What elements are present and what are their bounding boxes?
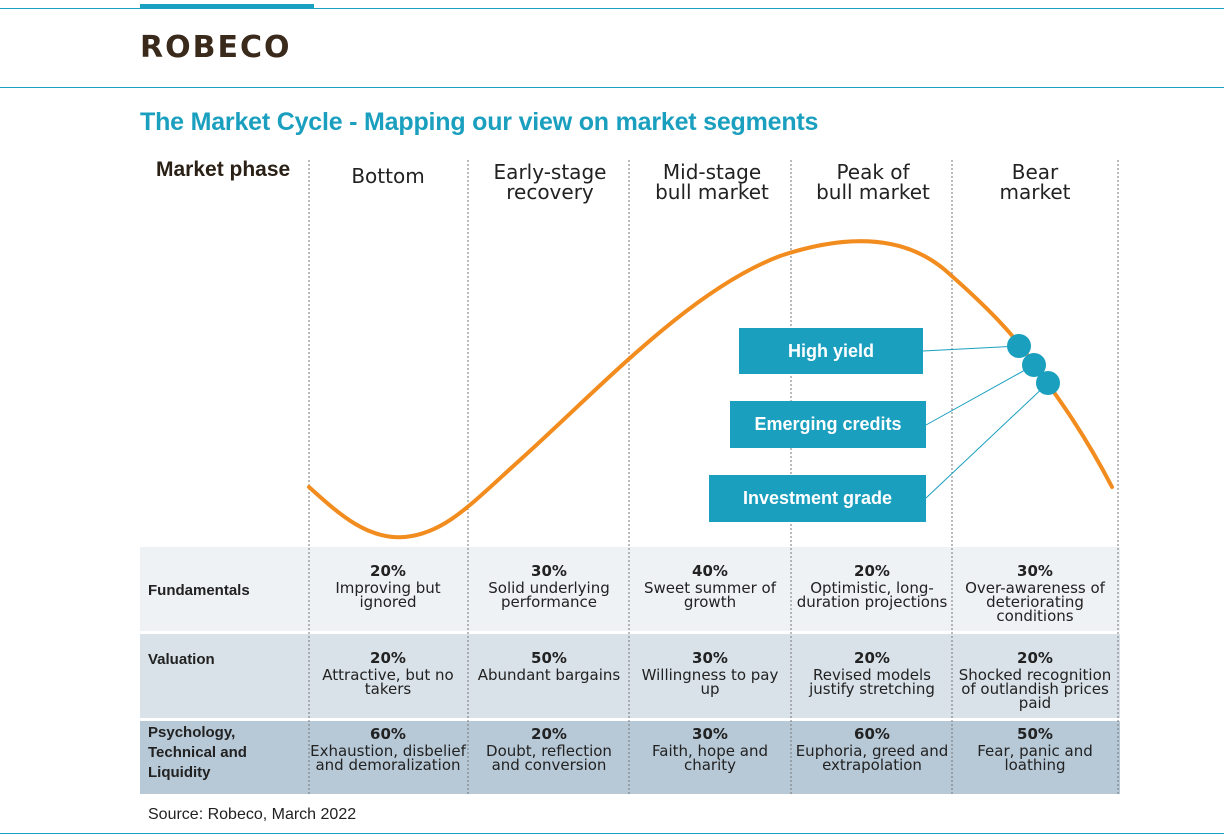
fundamentals-cell-early: 30% Solid underlying performance [488,562,610,611]
investment-grade-box: Investment grade [709,475,926,522]
psychology-cell-bottom: 60% Exhaustion, disbelief and demoralizat… [310,725,466,774]
emerging-credits-marker [1022,353,1046,377]
fundamentals-row-bg [140,547,1120,631]
fundamentals-cell-peak: 20% Optimistic, long-duration projections [796,562,948,611]
valuation-cell-early: 50% Abundant bargains [477,649,621,684]
investment-grade-marker [1036,371,1060,395]
robeco-logo: ROBECO [140,30,292,65]
valuation-cell-bear: 20% Shocked recognition of outlandish pri… [958,649,1112,712]
source-note: Source: Robeco, March 2022 [148,806,357,823]
phase-header-early-stage: Early-stage recovery [493,160,607,204]
emerging-credits-box: Emerging credits [730,401,926,448]
fundamentals-cell-bear: 30% Over-awareness of deteriorating condi… [965,562,1105,625]
high-yield-marker [1007,334,1031,358]
phase-header-bear: Bear market [999,160,1071,204]
fundamentals-cell-bottom: 20% Improving but ignored [335,562,441,611]
connector-investment-grade [925,382,1049,499]
row-label-psychology: Psychology, Technical and Liquidity [148,724,247,781]
psychology-cell-bear: 50% Fear, panic and loathing [977,725,1093,774]
top-rule [0,8,1224,9]
segment-connectors [922,345,1049,499]
psychology-cell-peak: 60% Euphoria, greed and extrapolation [795,725,949,774]
fundamentals-cell-mid: 40% Sweet summer of growth [643,562,777,611]
valuation-cell-mid: 30% Willingness to pay up [641,649,779,698]
slide-title: The Market Cycle - Mapping our view on m… [140,108,819,136]
psychology-cell-early: 20% Doubt, reflection and conversion [486,725,612,774]
row-label-valuation: Valuation [148,651,215,668]
phase-header-mid-stage: Mid-stage bull market [655,160,769,204]
valuation-row-bg [140,634,1120,718]
market-phase-label: Market phase [156,158,291,181]
top-accent-bar [140,4,314,9]
phase-header-bottom: Bottom [351,164,425,188]
valuation-cell-peak: 20% Revised models justify stretching [809,649,935,698]
phase-header-peak: Peak of bull market [816,160,930,204]
psychology-cell-mid: 30% Faith, hope and charity [652,725,768,774]
valuation-cell-bottom: 20% Attractive, but no takers [322,649,454,698]
connector-high-yield [922,345,1020,352]
phase-dividers [308,160,1119,794]
high-yield-box: High yield [739,328,923,374]
row-label-fundamentals: Fundamentals [148,582,250,599]
footer-rule [0,833,1224,834]
connector-emerging-credits [925,364,1035,426]
psychology-row-bg [140,721,1120,794]
header-rule [0,87,1224,88]
